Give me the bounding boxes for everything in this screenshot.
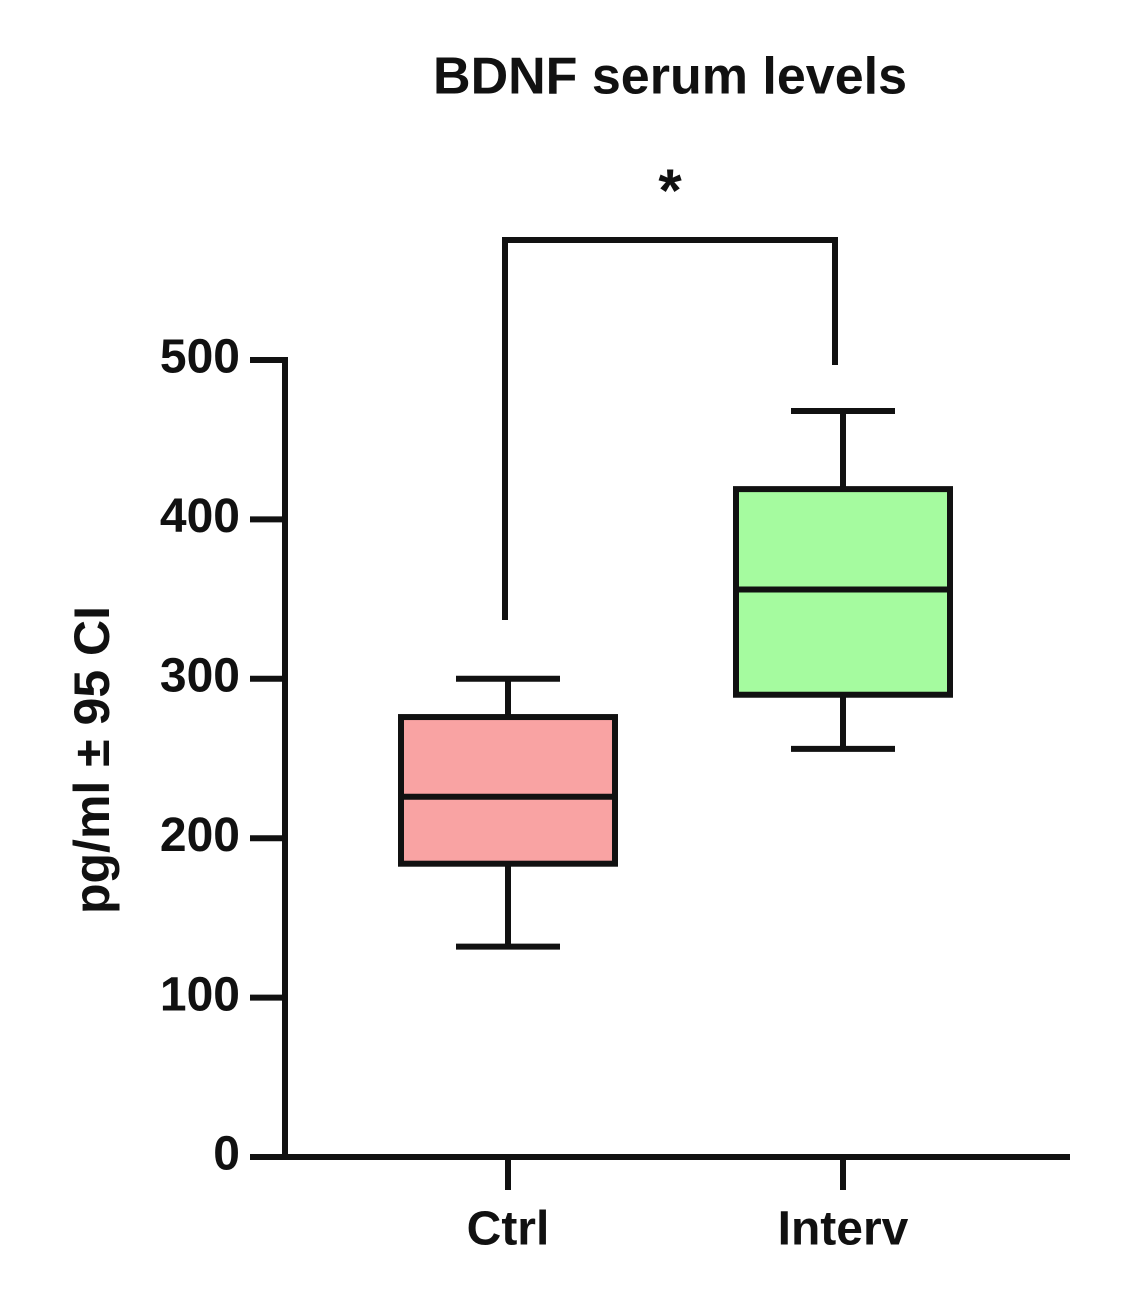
y-axis-label: pg/ml ± 95 CI [64,606,120,914]
y-tick-label: 400 [160,490,240,543]
y-tick-label: 500 [160,331,240,384]
significance-marker: * [658,157,682,224]
x-tick-label: Interv [778,1203,909,1256]
x-tick-label: Ctrl [467,1203,550,1256]
y-tick-label: 100 [160,968,240,1021]
chart-title: BDNF serum levels [433,48,907,106]
y-tick-label: 0 [213,1128,240,1181]
significance-bracket [502,237,838,620]
box [398,714,618,867]
y-tick-label: 300 [160,649,240,702]
y-tick-label: 200 [160,809,240,862]
